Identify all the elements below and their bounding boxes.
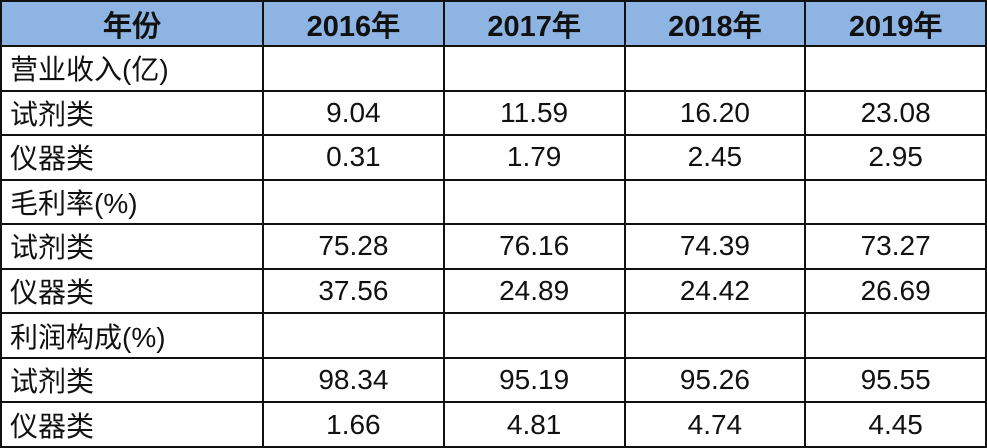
- row-label: 仪器类: [2, 269, 264, 315]
- header-cell: 2018年: [625, 2, 807, 47]
- value-cell: 1.79: [444, 136, 626, 181]
- value-cell: 2.45: [625, 136, 807, 181]
- row-label: 试剂类: [2, 225, 264, 270]
- row-label: 试剂类: [2, 358, 264, 404]
- section-title: 毛利率(%): [2, 180, 264, 226]
- value-cell: 24.42: [625, 269, 807, 315]
- value-cell: 74.39: [625, 225, 807, 270]
- empty-cell: [625, 314, 807, 359]
- empty-cell: [264, 314, 445, 359]
- value-cell: 4.74: [625, 403, 807, 448]
- section-title: 营业收入(亿): [2, 47, 264, 92]
- row-label: 仪器类: [2, 403, 264, 448]
- empty-cell: [264, 180, 445, 226]
- empty-cell: [264, 47, 445, 92]
- empty-cell: [625, 180, 807, 226]
- empty-cell: [625, 47, 807, 92]
- value-cell: 26.69: [806, 269, 987, 315]
- header-cell: 2017年: [444, 2, 626, 47]
- header-cell: 2016年: [264, 2, 445, 47]
- value-cell: 4.81: [444, 403, 626, 448]
- empty-cell: [806, 47, 987, 92]
- value-cell: 1.66: [264, 403, 445, 448]
- value-cell: 4.45: [806, 403, 987, 448]
- value-cell: 37.56: [264, 269, 445, 315]
- value-cell: 76.16: [444, 225, 626, 270]
- value-cell: 16.20: [625, 91, 807, 137]
- section-title: 利润构成(%): [2, 314, 264, 359]
- value-cell: 11.59: [444, 91, 626, 137]
- empty-cell: [444, 314, 626, 359]
- value-cell: 73.27: [806, 225, 987, 270]
- value-cell: 98.34: [264, 358, 445, 404]
- value-cell: 0.31: [264, 136, 445, 181]
- empty-cell: [444, 47, 626, 92]
- value-cell: 95.55: [806, 358, 987, 404]
- value-cell: 95.19: [444, 358, 626, 404]
- value-cell: 9.04: [264, 91, 445, 137]
- value-cell: 75.28: [264, 225, 445, 270]
- empty-cell: [806, 314, 987, 359]
- empty-cell: [806, 180, 987, 226]
- header-cell: 年份: [2, 2, 264, 47]
- empty-cell: [444, 180, 626, 226]
- value-cell: 24.89: [444, 269, 626, 315]
- value-cell: 95.26: [625, 358, 807, 404]
- value-cell: 23.08: [806, 91, 987, 137]
- header-cell: 2019年: [806, 2, 987, 47]
- row-label: 仪器类: [2, 136, 264, 181]
- value-cell: 2.95: [806, 136, 987, 181]
- row-label: 试剂类: [2, 91, 264, 137]
